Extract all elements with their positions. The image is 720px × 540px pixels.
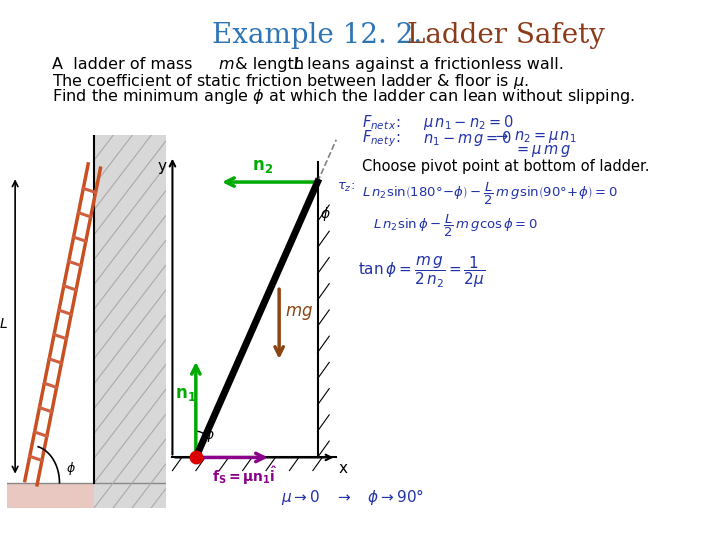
Text: $\mathit{mg}$: $\mathit{mg}$ bbox=[285, 304, 313, 322]
Text: $\phi$: $\phi$ bbox=[204, 426, 215, 444]
Text: L: L bbox=[0, 318, 7, 332]
Text: Ladder Safety: Ladder Safety bbox=[407, 22, 605, 49]
Text: Choose pivot point at bottom of ladder.: Choose pivot point at bottom of ladder. bbox=[362, 159, 649, 174]
Text: & length: & length bbox=[230, 57, 310, 72]
Text: $\phi$: $\phi$ bbox=[66, 461, 76, 477]
Text: $\mathbf{n_2}$: $\mathbf{n_2}$ bbox=[252, 157, 273, 176]
Text: L: L bbox=[294, 57, 302, 72]
Text: $\mu\, n_1 - n_2 = 0$: $\mu\, n_1 - n_2 = 0$ bbox=[423, 113, 514, 132]
Text: Example 12. 2.: Example 12. 2. bbox=[212, 22, 423, 49]
Text: The coefficient of static friction between ladder & floor is $\mu$.: The coefficient of static friction betwe… bbox=[52, 72, 528, 91]
Text: $\tau_z$:: $\tau_z$: bbox=[337, 181, 355, 194]
Text: $F_{net\,y}$:: $F_{net\,y}$: bbox=[362, 129, 401, 149]
Text: $\tan\phi = \dfrac{m\,g}{2\,n_2} = \dfrac{1}{2\mu}$: $\tan\phi = \dfrac{m\,g}{2\,n_2} = \dfra… bbox=[358, 254, 485, 289]
Text: leans against a frictionless wall.: leans against a frictionless wall. bbox=[302, 57, 564, 72]
FancyBboxPatch shape bbox=[7, 483, 166, 508]
Text: $n_1 - m\,g = 0$: $n_1 - m\,g = 0$ bbox=[423, 129, 512, 147]
FancyBboxPatch shape bbox=[94, 135, 166, 508]
Text: $L\,n_2\sin\!\left(180°\!-\!\phi\right)-\dfrac{L}{2}\,m\,g\sin\!\left(90°\!+\!\p: $L\,n_2\sin\!\left(180°\!-\!\phi\right)-… bbox=[362, 181, 618, 207]
Text: $\rightarrow$: $\rightarrow$ bbox=[493, 129, 510, 144]
Text: A  ladder of mass: A ladder of mass bbox=[52, 57, 197, 72]
Text: $n_2 = \mu\, n_1$: $n_2 = \mu\, n_1$ bbox=[514, 129, 577, 145]
Text: $\mathbf{n_1}$: $\mathbf{n_1}$ bbox=[175, 386, 196, 403]
Text: $\mathbf{f_S = \mu}$$\mathbf{n_1}$$\mathbf{\hat{i}}$: $\mathbf{f_S = \mu}$$\mathbf{n_1}$$\math… bbox=[212, 465, 277, 488]
Text: $\mu \rightarrow 0 \quad \rightarrow \quad \phi \rightarrow 90°$: $\mu \rightarrow 0 \quad \rightarrow \qu… bbox=[281, 487, 424, 507]
Text: $\phi$: $\phi$ bbox=[320, 205, 330, 223]
Text: Find the minimum angle $\phi$ at which the ladder can lean without slipping.: Find the minimum angle $\phi$ at which t… bbox=[52, 87, 634, 106]
Text: x: x bbox=[338, 461, 348, 476]
Text: $F_{net\,x}$:: $F_{net\,x}$: bbox=[362, 113, 401, 132]
Text: $= \mu\, m\, g$: $= \mu\, m\, g$ bbox=[514, 143, 571, 159]
Text: y: y bbox=[158, 159, 167, 174]
Text: m: m bbox=[219, 57, 235, 72]
Text: $L\,n_2\sin\phi - \dfrac{L}{2}\,m\,g\cos\phi = 0$: $L\,n_2\sin\phi - \dfrac{L}{2}\,m\,g\cos… bbox=[373, 213, 538, 239]
